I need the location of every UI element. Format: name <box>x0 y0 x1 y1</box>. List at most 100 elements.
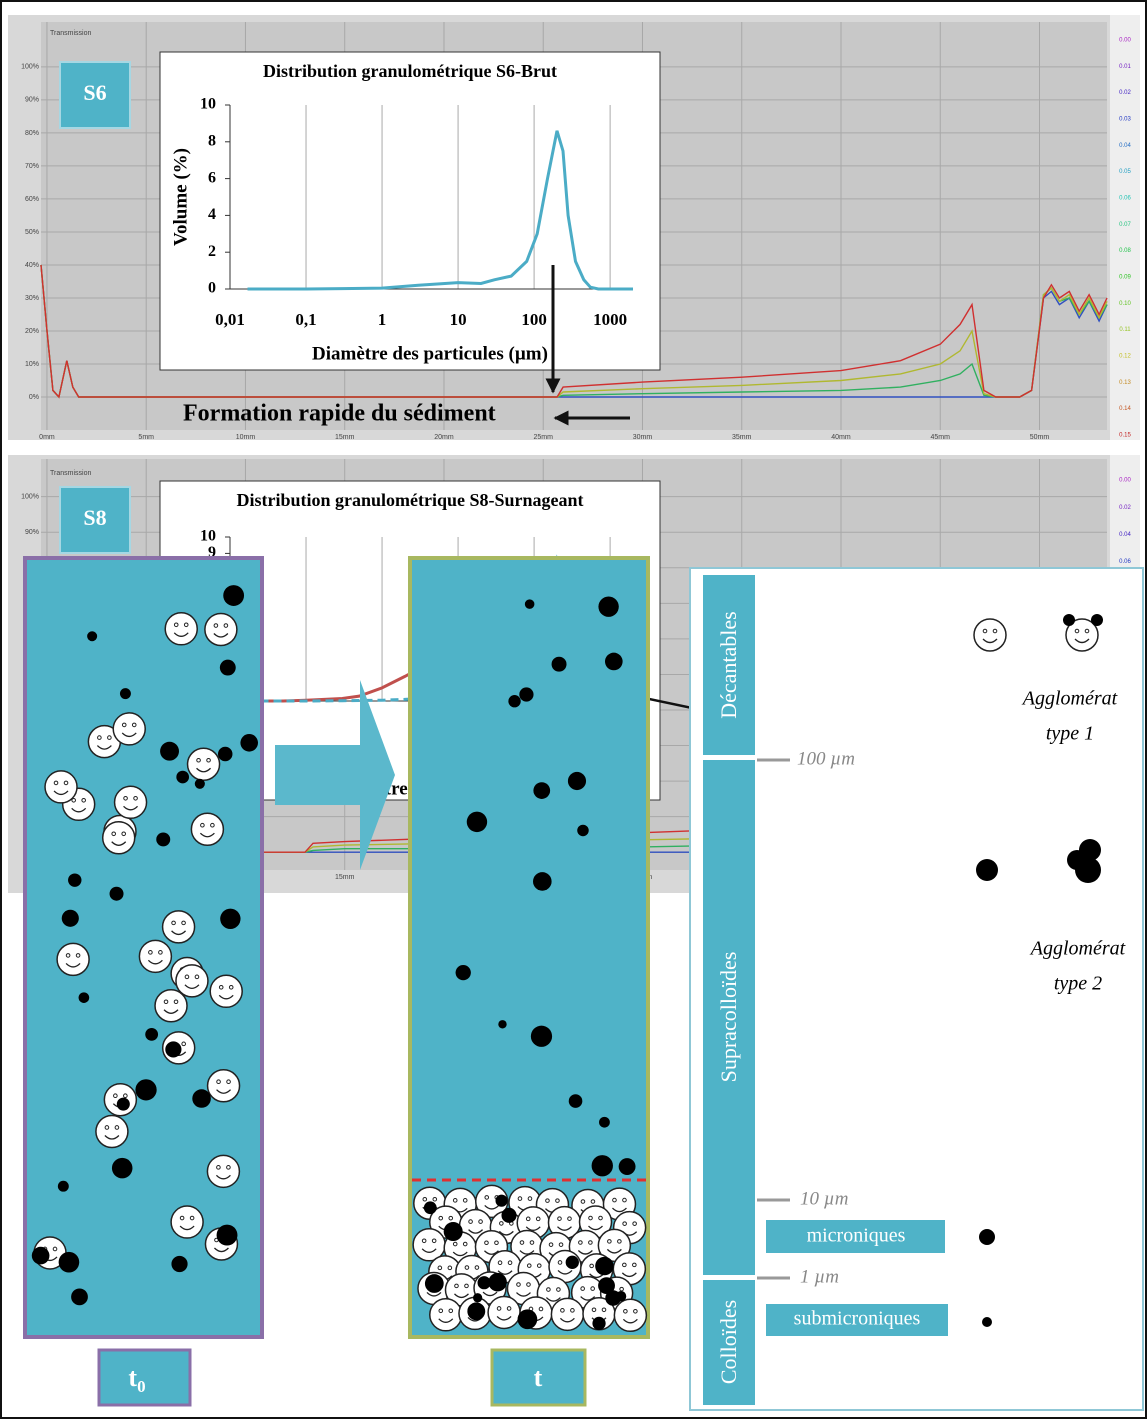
smiley <box>1065 618 1099 652</box>
smiley-face <box>973 618 1007 652</box>
smiley-eye <box>526 1282 531 1287</box>
smiley-eye <box>557 1216 562 1221</box>
smiley-mouth <box>498 1230 514 1236</box>
smiley-eye <box>114 1125 120 1130</box>
smiley-face <box>206 1154 241 1189</box>
sample-box <box>59 486 131 554</box>
smiley-eye <box>107 735 112 740</box>
y-tick-label: 10 <box>200 96 216 113</box>
smiley-face <box>550 1297 585 1332</box>
smiley <box>474 1184 509 1219</box>
smiley-face <box>112 712 146 746</box>
smiley-eye <box>494 1240 499 1246</box>
agglomerate-icon <box>1079 839 1101 861</box>
data-line <box>40 264 1108 399</box>
t0-sub: 0 <box>137 1377 146 1396</box>
smiley-eye <box>448 1215 454 1221</box>
x-tick-label: 30mm <box>633 434 653 441</box>
particle <box>517 1309 538 1330</box>
smiley-eye <box>545 1198 550 1203</box>
smiley-eye <box>590 1199 596 1204</box>
t0-text: t <box>128 1363 137 1392</box>
particle <box>488 1272 507 1292</box>
smiley-eye <box>104 1125 110 1130</box>
y-tick-label: 4 <box>208 206 216 223</box>
x-tick-label: 20mm <box>434 434 454 441</box>
time-arrow <box>275 680 395 870</box>
smiley-mouth <box>982 638 998 644</box>
particle <box>194 778 205 789</box>
particle <box>160 741 179 761</box>
smiley-mouth <box>147 959 163 965</box>
particle <box>591 1155 613 1177</box>
range-box <box>766 1220 945 1253</box>
smiley-mouth <box>484 1250 499 1255</box>
smiley-mouth <box>173 632 189 637</box>
smiley <box>95 1114 129 1149</box>
smiley <box>429 1298 463 1332</box>
y-tick-label: 100% <box>21 494 39 501</box>
particle <box>219 659 236 676</box>
particle <box>568 1094 583 1108</box>
particle <box>495 1194 508 1207</box>
range-box <box>766 1304 948 1336</box>
smiley-eye <box>171 920 176 926</box>
smiley <box>487 1295 521 1330</box>
x-tick-label: 40mm <box>831 434 851 441</box>
particle <box>68 873 82 887</box>
x-tick-label: 35mm <box>732 434 752 441</box>
x-tick-label: 1 <box>378 310 387 329</box>
legend-column <box>1110 15 1140 440</box>
smiley-eye <box>111 831 117 837</box>
particle <box>217 746 233 762</box>
smiley-eye <box>121 831 127 837</box>
legend-label: 0.14 <box>1119 406 1131 412</box>
smiley-mouth <box>196 767 212 773</box>
particle <box>145 1027 159 1041</box>
particle <box>192 1089 211 1108</box>
smiley-eye <box>123 796 128 801</box>
particle <box>136 1082 150 1096</box>
annotation-text: Formation rapide du sédiment <box>183 401 496 427</box>
smiley-eye <box>184 974 190 980</box>
smiley-eye <box>598 1215 603 1221</box>
smiley-mouth <box>71 807 87 813</box>
smiley-eye <box>452 1241 458 1247</box>
smiley-eye <box>452 1198 458 1203</box>
smiley-face <box>175 964 209 998</box>
particle <box>524 599 535 609</box>
y-tick-label: 6 <box>208 169 216 186</box>
t0-box <box>97 1348 192 1407</box>
smiley <box>138 939 173 974</box>
smiley-mouth <box>199 832 215 838</box>
smiley-face <box>429 1298 463 1332</box>
particle <box>109 886 124 901</box>
legend-label: 0.06 <box>1119 196 1131 202</box>
smiley-eye <box>560 1308 565 1313</box>
legend-label: 0.03 <box>1119 117 1131 123</box>
smiley-eye <box>133 796 138 801</box>
smiley-eye <box>158 950 163 955</box>
smiley-eye <box>580 1286 585 1291</box>
smiley-eye <box>548 1242 554 1247</box>
particle <box>530 1025 553 1047</box>
particle <box>565 1255 579 1270</box>
agglomerate-label: type 2 <box>1054 973 1102 995</box>
particle <box>71 1288 88 1306</box>
smiley-face <box>1065 618 1099 652</box>
chart-title: Distribution granulométrique S6-Brut <box>263 61 557 81</box>
smiley-eye <box>623 1309 628 1314</box>
smiley-eye <box>228 985 234 990</box>
smiley-face <box>186 747 221 781</box>
particle <box>423 1201 437 1215</box>
particle <box>533 872 552 891</box>
legend-label: 0.05 <box>1119 169 1131 175</box>
smiley-face <box>44 770 78 804</box>
smiley-mouth <box>482 1291 498 1297</box>
smiley-eye <box>75 953 81 958</box>
smiley-eye <box>527 1196 533 1201</box>
smiley-face <box>101 821 136 855</box>
smiley-eye <box>189 1215 195 1221</box>
smiley <box>56 942 90 977</box>
particle-icon <box>976 859 998 881</box>
